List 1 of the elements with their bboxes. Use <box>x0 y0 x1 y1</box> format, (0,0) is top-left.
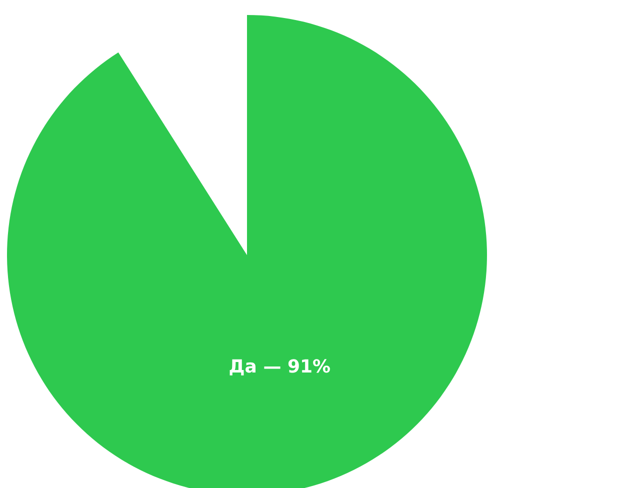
slice-label: Да — 91% <box>228 356 331 378</box>
